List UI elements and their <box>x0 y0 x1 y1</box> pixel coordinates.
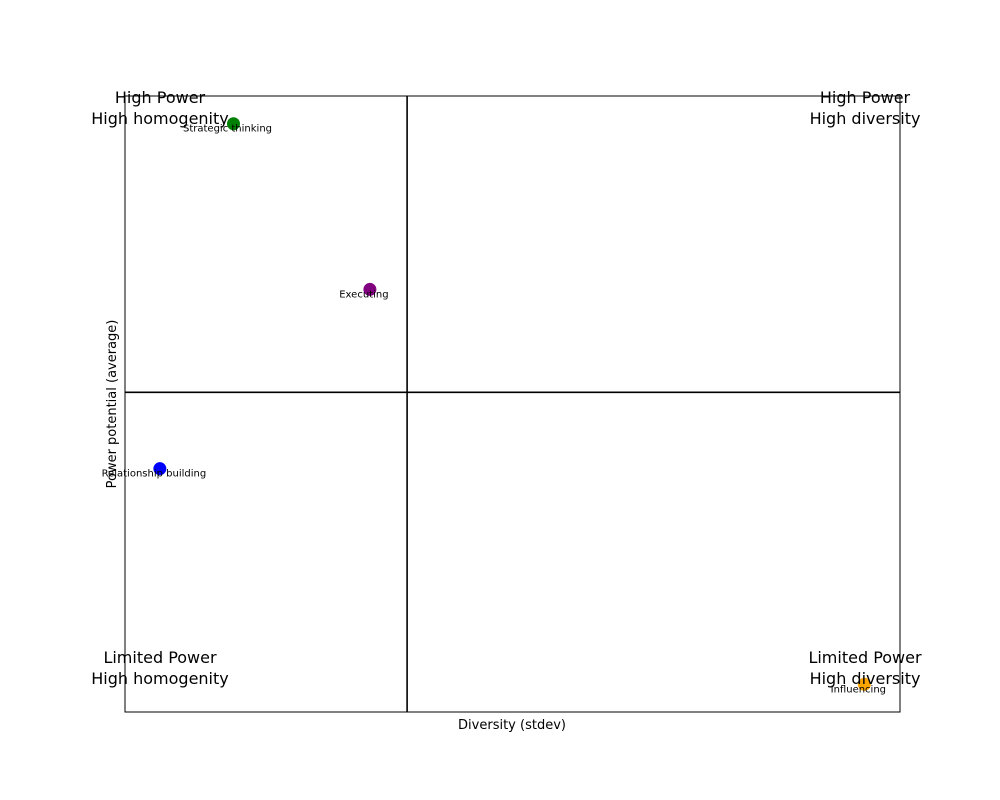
data-point-1 <box>363 282 377 296</box>
quad-label-bottom-right-line2: High diversity <box>810 669 921 688</box>
quad-label-top-right-line1: High Power <box>820 88 911 107</box>
point-label-3: Influencing <box>831 684 886 695</box>
point-label-0: Strategic thinking <box>183 124 272 135</box>
data-points: Strategic thinking Executing Relationship … <box>102 117 886 695</box>
x-axis-label: Diversity (stdev) <box>458 718 566 733</box>
data-point-3 <box>857 677 871 691</box>
plot-frame <box>124 95 901 713</box>
quad-label-top-left-line1: High Power <box>115 88 206 107</box>
quad-label-top-left-line2: High homogenity <box>91 109 229 128</box>
point-label-1: Executing <box>339 289 388 300</box>
data-point-0 <box>227 117 240 131</box>
quad-label-bottom-left-line2: High homogenity <box>91 669 229 688</box>
quad-label-bottom-right-line1: Limited Power <box>808 648 922 667</box>
quad-label-top-right-line2: High diversity <box>810 109 921 128</box>
point-label-2: Relationship building <box>102 469 207 480</box>
data-point-2 <box>153 462 167 476</box>
quad-label-bottom-left-line1: Limited Power <box>103 648 217 667</box>
y-axis-label: Power potential (average) <box>105 320 120 489</box>
